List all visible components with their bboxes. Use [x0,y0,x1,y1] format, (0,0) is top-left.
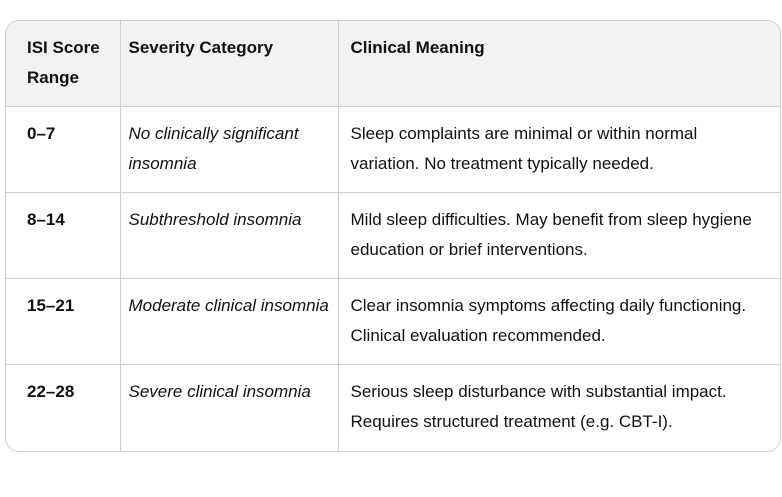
table-row: 15–21 Moderate clinical insomnia Clear i… [6,278,780,365]
severity-category-cell: Moderate clinical insomnia [120,278,339,365]
table-row: 8–14 Subthreshold insomnia Mild sleep di… [6,192,780,279]
severity-category-cell: No clinically significant insomnia [120,106,339,193]
clinical-meaning-cell: Serious sleep disturbance with substanti… [350,382,727,431]
header-score-range: ISI Score Range [6,21,121,107]
table-row: 0–7 No clinically significant insomnia S… [6,106,780,193]
severity-category-cell: Subthreshold insomnia [120,192,339,279]
isi-severity-table: ISI Score Range Severity Category Clinic… [6,21,780,451]
severity-category-cell: Severe clinical insomnia [120,364,339,451]
header-clinical-meaning: Clinical Meaning [338,21,780,107]
score-range-cell: 0–7 [6,106,121,193]
score-range-cell: 15–21 [6,278,121,365]
clinical-meaning-cell: Mild sleep difficulties. May benefit fro… [338,192,780,279]
header-severity-category: Severity Category [120,21,339,107]
clinical-meaning-cell: Sleep complaints are minimal or within n… [338,106,780,193]
score-range-cell: 22–28 [6,364,121,451]
table-header-row: ISI Score Range Severity Category Clinic… [6,21,780,107]
score-range-cell: 8–14 [6,192,121,279]
clinical-meaning-cell: Clear insomnia symptoms affecting daily … [338,278,780,365]
isi-table-container: ISI Score Range Severity Category Clinic… [5,20,781,452]
table-row: 22–28 Severe clinical insomnia Serious s… [6,364,780,451]
